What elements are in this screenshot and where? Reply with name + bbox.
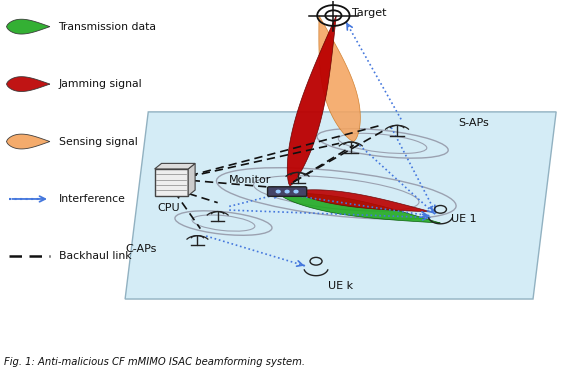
Polygon shape xyxy=(6,19,50,34)
Polygon shape xyxy=(6,77,50,92)
Text: Transmission data: Transmission data xyxy=(59,22,157,32)
Polygon shape xyxy=(287,16,336,186)
Bar xyxy=(155,169,188,196)
Polygon shape xyxy=(281,193,440,223)
Circle shape xyxy=(294,190,298,193)
Text: Fig. 1: Anti-malicious CF mMIMO ISAC beamforming system.: Fig. 1: Anti-malicious CF mMIMO ISAC bea… xyxy=(3,357,304,367)
Circle shape xyxy=(285,190,289,193)
Polygon shape xyxy=(125,112,556,299)
Text: Monitor: Monitor xyxy=(229,176,271,185)
Text: S-APs: S-APs xyxy=(458,118,488,128)
Text: C-APs: C-APs xyxy=(125,244,157,254)
Text: Sensing signal: Sensing signal xyxy=(59,137,137,147)
Text: Jamming signal: Jamming signal xyxy=(59,79,142,89)
Text: Target: Target xyxy=(352,7,386,17)
Text: UE k: UE k xyxy=(328,280,353,291)
Text: Interference: Interference xyxy=(59,194,125,204)
Polygon shape xyxy=(6,134,50,149)
Circle shape xyxy=(276,190,280,193)
Polygon shape xyxy=(188,163,195,196)
Polygon shape xyxy=(319,16,360,141)
Polygon shape xyxy=(296,190,432,212)
FancyBboxPatch shape xyxy=(267,187,307,196)
Polygon shape xyxy=(155,163,195,169)
Text: Backhaul link: Backhaul link xyxy=(59,251,131,262)
Text: UE 1: UE 1 xyxy=(451,214,477,224)
Text: CPU: CPU xyxy=(157,203,180,213)
